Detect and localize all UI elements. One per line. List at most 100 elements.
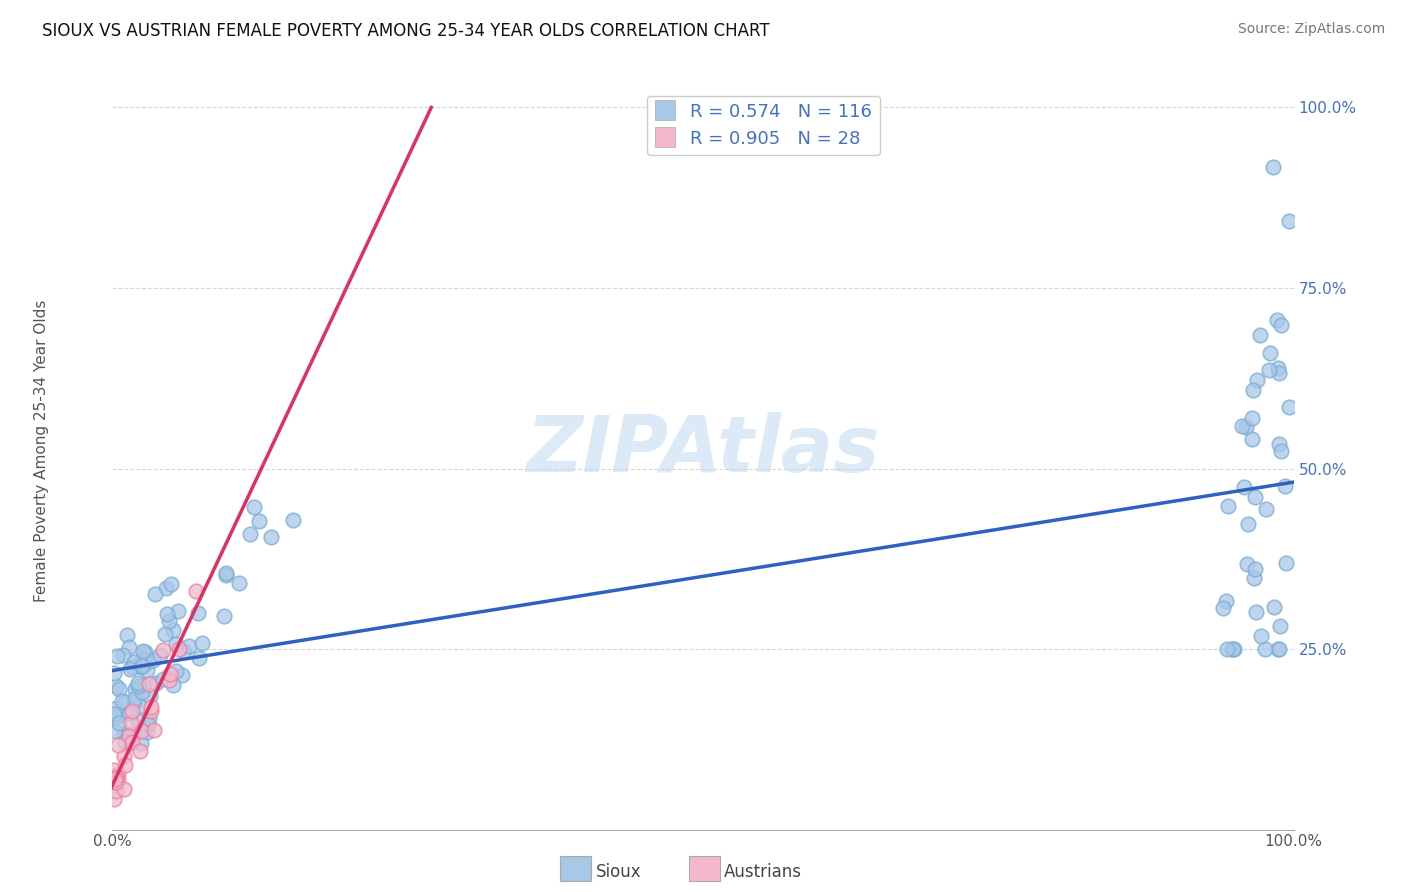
Point — [143, 723, 166, 737]
Point — [107, 767, 129, 781]
Point — [281, 513, 304, 527]
Point — [103, 763, 125, 777]
Point — [1244, 562, 1267, 576]
Point — [173, 644, 195, 658]
Point — [1278, 214, 1301, 228]
Point — [155, 582, 177, 596]
Point — [114, 735, 136, 749]
Point — [1244, 490, 1267, 504]
Point — [112, 748, 135, 763]
Point — [107, 772, 129, 786]
Point — [128, 744, 150, 758]
Point — [167, 641, 190, 656]
Point — [103, 666, 125, 681]
Point — [122, 660, 145, 674]
Point — [1233, 480, 1256, 494]
Point — [105, 701, 128, 715]
Point — [1270, 318, 1292, 333]
Point — [188, 651, 211, 665]
Point — [156, 607, 179, 622]
Point — [1263, 599, 1285, 614]
Point — [187, 606, 209, 620]
Point — [128, 698, 150, 713]
Point — [1263, 160, 1285, 174]
Point — [1249, 328, 1271, 343]
Point — [103, 791, 125, 805]
Point — [124, 655, 146, 669]
Point — [1246, 605, 1268, 619]
Point — [167, 604, 190, 618]
Point — [104, 784, 127, 798]
Point — [143, 586, 166, 600]
Point — [215, 566, 238, 580]
Point — [1270, 444, 1292, 458]
Point — [1260, 346, 1282, 360]
Point — [215, 568, 238, 582]
Point — [107, 738, 129, 752]
Point — [132, 677, 155, 691]
Point — [121, 735, 143, 749]
Point — [1270, 618, 1292, 632]
Point — [117, 640, 139, 654]
Point — [138, 677, 160, 691]
Point — [228, 575, 250, 590]
Point — [114, 695, 136, 709]
Point — [142, 652, 165, 666]
Point — [1265, 313, 1288, 327]
Point — [1215, 594, 1237, 608]
Point — [186, 583, 208, 598]
Point — [170, 668, 193, 682]
Text: SIOUX VS AUSTRIAN FEMALE POVERTY AMONG 25-34 YEAR OLDS CORRELATION CHART: SIOUX VS AUSTRIAN FEMALE POVERTY AMONG 2… — [42, 22, 770, 40]
Point — [1268, 642, 1291, 657]
Point — [118, 706, 141, 720]
Point — [159, 666, 181, 681]
Text: Sioux: Sioux — [596, 863, 641, 881]
Point — [179, 639, 201, 653]
Point — [145, 676, 167, 690]
Point — [112, 727, 135, 741]
Point — [1278, 401, 1301, 415]
Point — [124, 695, 146, 709]
Point — [260, 530, 283, 544]
Point — [134, 645, 156, 659]
Point — [129, 660, 152, 674]
Point — [1254, 502, 1277, 516]
Point — [131, 644, 153, 658]
Text: ZIPAtlas: ZIPAtlas — [526, 412, 880, 489]
Text: Source: ZipAtlas.com: Source: ZipAtlas.com — [1237, 22, 1385, 37]
Point — [120, 736, 142, 750]
Point — [190, 636, 212, 650]
Point — [131, 724, 153, 739]
Point — [1268, 366, 1291, 380]
Text: Austrians: Austrians — [724, 863, 801, 881]
Point — [149, 648, 172, 663]
Point — [1222, 642, 1244, 657]
Point — [103, 706, 125, 721]
Point — [134, 657, 156, 671]
Point — [108, 715, 131, 730]
Point — [131, 652, 153, 666]
Text: Female Poverty Among 25-34 Year Olds: Female Poverty Among 25-34 Year Olds — [34, 300, 49, 601]
Point — [127, 714, 149, 729]
Point — [162, 678, 184, 692]
Point — [118, 662, 141, 676]
Point — [1241, 411, 1264, 425]
Point — [160, 577, 183, 591]
Point — [139, 705, 162, 719]
Point — [1241, 432, 1264, 446]
Point — [117, 729, 139, 743]
Point — [1250, 629, 1272, 643]
Point — [166, 637, 188, 651]
Point — [136, 663, 159, 677]
Point — [165, 664, 187, 678]
Point — [105, 770, 128, 784]
Point — [1241, 383, 1264, 397]
Point — [1254, 642, 1277, 657]
Point — [1216, 500, 1239, 514]
Point — [1212, 601, 1234, 615]
Point — [129, 736, 152, 750]
Point — [136, 716, 159, 731]
Point — [103, 774, 125, 789]
Point — [1243, 571, 1265, 585]
Point — [138, 711, 160, 725]
